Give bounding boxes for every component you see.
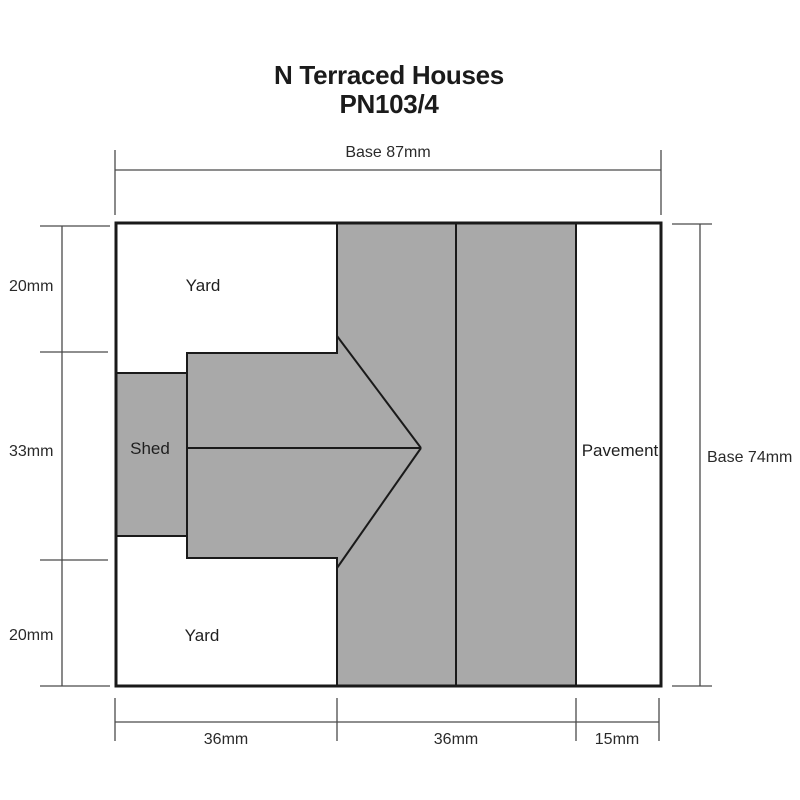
diagram-title-line2: PN103/4 bbox=[339, 89, 439, 119]
dim-left-top-label: 20mm bbox=[9, 278, 53, 295]
dimension-lines bbox=[40, 150, 712, 741]
dim-left-bottom-label: 20mm bbox=[9, 627, 53, 644]
dim-bottom-middle-label: 36mm bbox=[434, 731, 478, 748]
pavement-label: Pavement bbox=[582, 441, 659, 460]
plan-outline bbox=[114, 221, 663, 688]
yard-top-region bbox=[116, 223, 337, 373]
yard-bottom-label: Yard bbox=[185, 626, 220, 645]
dim-bottom-right-label: 15mm bbox=[595, 731, 639, 748]
roof-hip-lower-line bbox=[336, 447, 422, 569]
plan-inner-lines bbox=[114, 221, 663, 688]
yard-bottom-region bbox=[116, 536, 337, 686]
dim-base-width-label: Base 87mm bbox=[345, 144, 430, 161]
diagram-title-line1: N Terraced Houses bbox=[274, 60, 504, 90]
dim-base-height-label: Base 74mm bbox=[707, 449, 792, 466]
dim-bottom-left-label: 36mm bbox=[204, 731, 248, 748]
dim-left-middle-label: 33mm bbox=[9, 443, 53, 460]
roof-hip-upper-line bbox=[336, 335, 422, 449]
yard-top-label: Yard bbox=[186, 276, 221, 295]
shed-label: Shed bbox=[130, 439, 170, 458]
pavement-region bbox=[576, 223, 661, 686]
